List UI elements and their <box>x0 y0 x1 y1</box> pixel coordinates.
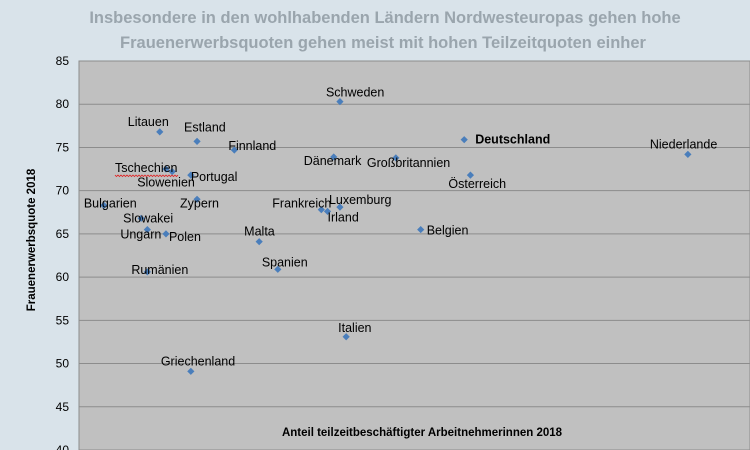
data-point <box>255 238 263 246</box>
x-axis-title: Anteil teilzeitbeschäftigter Arbeitnehme… <box>282 427 563 439</box>
data-point <box>187 367 195 375</box>
data-point <box>156 128 164 136</box>
point-label: Österreich <box>448 177 506 191</box>
data-point <box>143 225 151 234</box>
data-point <box>336 98 344 106</box>
data-point <box>466 171 475 179</box>
point-label: Luxemburg <box>329 193 392 207</box>
data-point <box>143 268 151 276</box>
data-point <box>336 203 344 211</box>
y-tick-label: 65 <box>56 227 70 241</box>
spellcheck-underline <box>114 174 179 178</box>
point-label: Ungarn <box>120 228 161 242</box>
data-point <box>330 153 338 161</box>
point-label: Griechenland <box>161 354 235 368</box>
data-point <box>100 201 108 209</box>
data-point <box>417 225 425 234</box>
point-label: Portugal <box>191 170 238 184</box>
point-label: Finnland <box>228 139 276 153</box>
data-point <box>168 168 176 176</box>
data-point <box>137 214 145 222</box>
gridlines <box>79 103 750 408</box>
data-point <box>187 171 195 179</box>
y-tick-label: 75 <box>56 140 70 154</box>
point-label: Italien <box>338 321 371 335</box>
data-point <box>684 150 692 158</box>
y-tick-label: 50 <box>56 357 70 371</box>
point-label: Dänemark <box>304 154 362 168</box>
data-point <box>193 137 201 145</box>
y-axis-title: Frauenerwerbsquote 2018 <box>26 168 38 311</box>
point-label: Litauen <box>128 115 169 129</box>
data-points <box>100 98 692 375</box>
point-label: Estland <box>184 120 226 134</box>
point-label: Frankreich <box>272 197 331 211</box>
data-point <box>193 195 201 203</box>
point-label: Bulgarien <box>84 196 137 210</box>
point-label: Slowenien <box>137 176 195 190</box>
y-tick-labels: 85 80 75 70 65 60 55 50 45 40 <box>56 54 70 450</box>
point-label: Großbritannien <box>367 156 450 170</box>
data-point <box>342 333 350 341</box>
y-tick-label: 60 <box>56 270 70 284</box>
point-label: Irland <box>328 210 359 224</box>
point-label: Polen <box>169 230 201 244</box>
data-point <box>323 207 332 216</box>
data-point <box>230 146 238 154</box>
chart-title-line-2: Frauenerwerbsquoten gehen meist mit hohe… <box>120 34 647 52</box>
point-label: Spanien <box>262 255 308 269</box>
y-tick-label: 55 <box>56 313 70 327</box>
data-point <box>162 165 170 173</box>
y-tick-label: 70 <box>56 184 70 198</box>
data-point <box>274 265 282 273</box>
point-label: Schweden <box>326 86 384 100</box>
data-point <box>460 136 468 144</box>
data-point <box>162 230 170 238</box>
y-tick-label: 80 <box>56 97 70 111</box>
point-label: Malta <box>244 225 275 239</box>
chart-title-line-1: Insbesondere in den wohlhabenden Ländern… <box>89 9 680 27</box>
point-label: Tschechien <box>115 161 178 175</box>
point-labels: Schweden Litauen Estland Deutschland Niederl… <box>84 86 717 369</box>
y-tick-label: 45 <box>56 400 70 414</box>
point-label: Niederlande <box>650 137 717 151</box>
y-tick-label: 40 <box>56 443 70 450</box>
y-tick-label: 85 <box>56 54 70 68</box>
point-label: Slowakei <box>123 211 173 225</box>
data-point <box>317 206 325 214</box>
point-label: Belgien <box>427 224 469 238</box>
plot-area <box>78 60 750 450</box>
point-label: Zypern <box>180 196 219 210</box>
point-label: Deutschland <box>475 133 550 147</box>
point-label: Rumänien <box>131 263 188 277</box>
data-point <box>392 154 400 162</box>
